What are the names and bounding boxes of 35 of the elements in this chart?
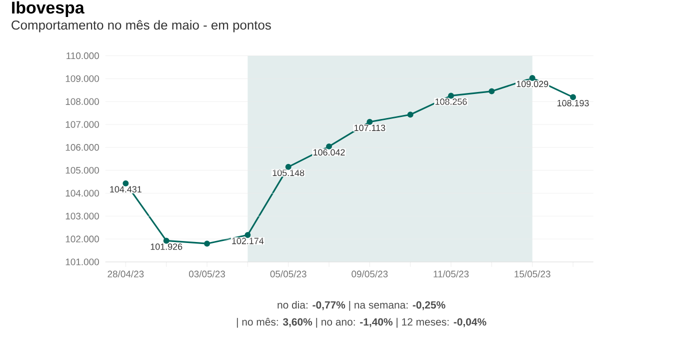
data-label: 108.193 [558,100,589,107]
y-tick-label: 106.000 [66,144,99,151]
y-tick-label: 109.000 [66,76,99,82]
data-label: 105.148 [272,170,304,176]
x-tick-label: 09/05/23 [352,270,388,278]
text: no dia: -0,77% | na semana: -0,25% [278,301,446,311]
x-tick-label: 03/05/23 [188,270,226,278]
y-tick-label: 107.000 [66,121,99,128]
y-tick-label: 105.000 [66,167,99,174]
y-tick-label: 104.000 [66,190,99,197]
point [488,88,495,94]
y-tick-label: 110.000 [66,52,99,60]
point [204,240,210,247]
data-label: 106.042 [314,149,345,156]
point [570,94,576,100]
x-tick-label: 11/05/23 [434,270,469,278]
data-label: 107.113 [354,124,386,132]
data-label: 108.256 [436,98,467,106]
point [448,92,454,99]
data-label: 102.174 [232,238,264,244]
data-label: 104.431 [110,186,142,193]
data-label: 101.926 [150,244,182,250]
chart-subtitle: Comportamento no mês de maio - em pontos [12,20,271,32]
data-label: 109.029 [516,81,548,88]
y-tick-label: 102.000 [66,236,99,243]
point [163,238,170,244]
point [407,112,414,118]
y-tick-label: 103.000 [66,212,99,220]
text: | no mês: 3,60% | no ano: -1,40% | 12 meses: -0,04% [236,318,486,328]
x-tick-label: 28/04/23 [108,270,144,278]
y-tick-label: 108.000 [66,98,99,106]
y-tick-label: 101.000 [66,258,99,266]
x-tick-label: 15/05/23 [514,270,550,278]
chart-title: Ibovespa [12,1,84,18]
x-tick-label: 05/05/23 [270,270,306,278]
